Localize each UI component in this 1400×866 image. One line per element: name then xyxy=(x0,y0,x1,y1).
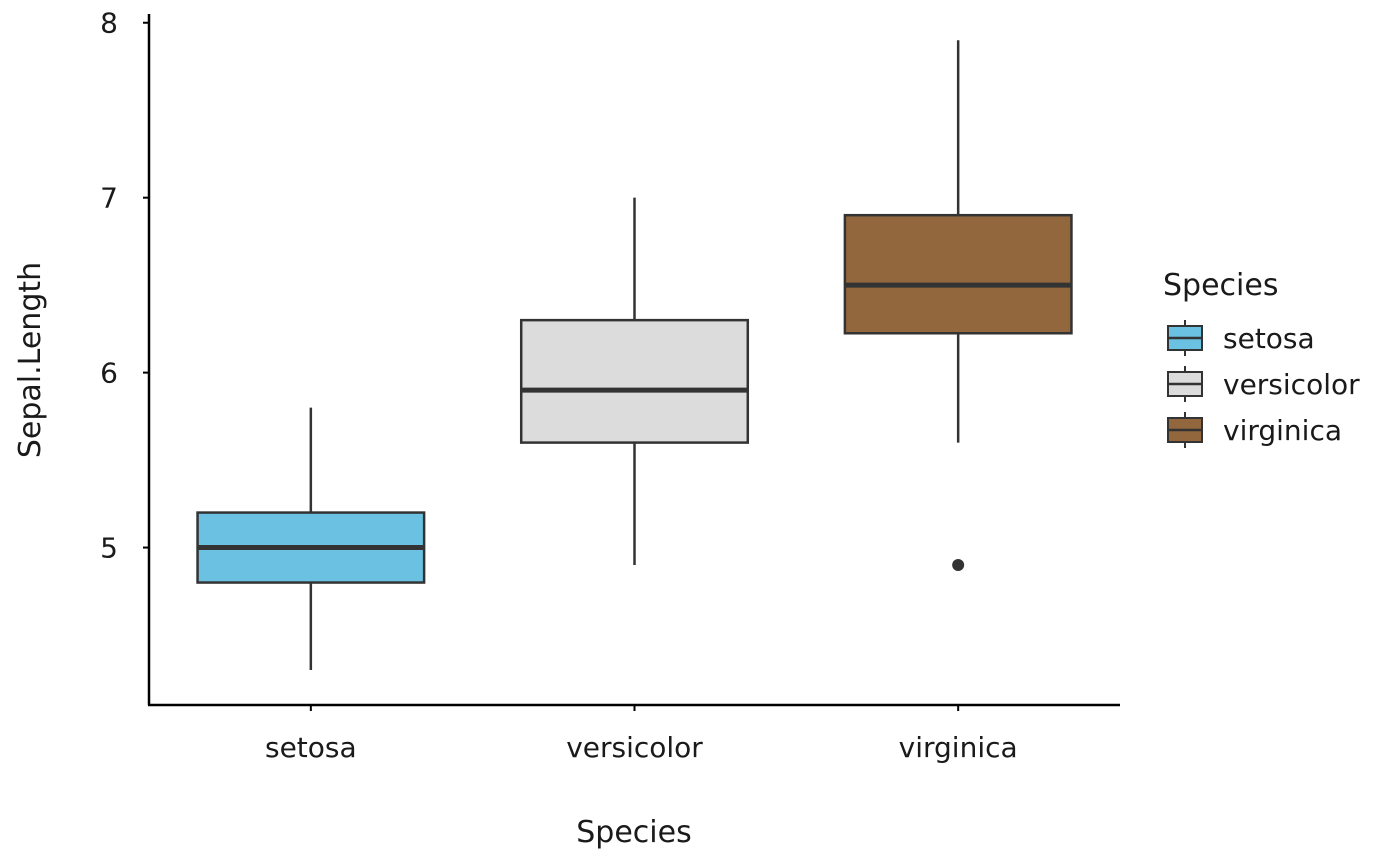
legend-item-versicolor: versicolor xyxy=(1167,366,1360,402)
legend-label-setosa: setosa xyxy=(1223,322,1315,355)
legend-label-virginica: virginica xyxy=(1223,414,1342,447)
y-axis-title: Sepal.Length xyxy=(13,262,48,458)
box-versicolor xyxy=(519,197,750,566)
legend-item-virginica: virginica xyxy=(1167,412,1342,448)
x-tick-label-versicolor: versicolor xyxy=(566,731,703,764)
legend-item-setosa: setosa xyxy=(1167,320,1315,356)
box-body-virginica xyxy=(843,213,1073,335)
box-virginica xyxy=(843,40,1073,572)
y-tick-label: 7 xyxy=(100,182,118,215)
x-ticks: setosa versicolor virginica xyxy=(265,705,1018,764)
y-ticks: 5 6 7 8 xyxy=(100,7,149,565)
x-tick-label-virginica: virginica xyxy=(899,731,1018,764)
legend-label-versicolor: versicolor xyxy=(1223,368,1360,401)
x-tick-label-setosa: setosa xyxy=(265,731,357,764)
plot-area xyxy=(196,40,1073,671)
box-body-versicolor xyxy=(519,318,750,444)
box-setosa xyxy=(196,407,426,671)
outlier-virginica-0 xyxy=(952,559,965,572)
legend: Species setosa versicolor virginica xyxy=(1163,268,1360,448)
y-tick-label: 5 xyxy=(100,532,118,565)
y-tick-label: 8 xyxy=(100,7,118,40)
legend-title: Species xyxy=(1163,268,1278,303)
x-axis-title: Species xyxy=(576,815,691,850)
y-tick-label: 6 xyxy=(100,357,118,390)
